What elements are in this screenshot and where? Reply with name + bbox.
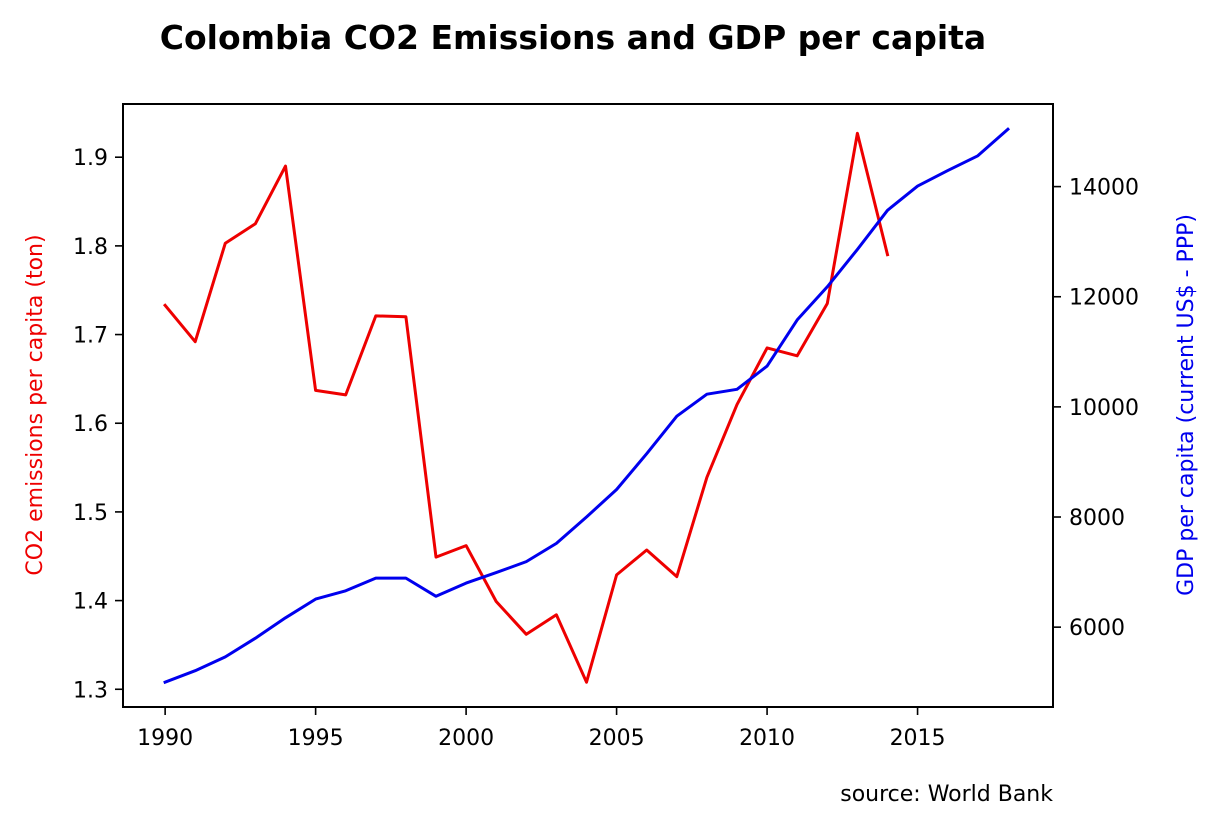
x-tick-label: 2015 (890, 726, 946, 751)
left-tick-label: 1.8 (73, 235, 108, 260)
left-y-axis: 1.3 1.4 1.5 1.6 1.7 1.8 1.9 (73, 146, 123, 703)
x-tick-label: 2010 (739, 726, 795, 751)
chart-title: Colombia CO2 Emissions and GDP per capit… (160, 18, 986, 57)
x-tick-label: 1990 (137, 726, 193, 751)
left-axis-label: CO2 emissions per capita (ton) (23, 234, 48, 575)
left-tick-label: 1.6 (73, 412, 108, 437)
left-tick-label: 1.3 (73, 678, 108, 703)
gdp-series-line (163, 127, 1011, 685)
right-tick-label: 6000 (1069, 616, 1125, 641)
co2-series-line (162, 131, 890, 684)
series-layer (162, 127, 1011, 685)
left-tick-label: 1.7 (73, 324, 108, 349)
source-note: source: World Bank (840, 782, 1053, 807)
right-tick-label: 10000 (1069, 396, 1139, 421)
x-tick-label: 1995 (288, 726, 344, 751)
plot-frame (122, 103, 1054, 708)
x-axis: 1990 1995 2000 2005 2010 2015 (137, 707, 946, 751)
left-tick-label: 1.4 (73, 590, 108, 615)
left-tick-label: 1.5 (73, 501, 108, 526)
left-tick-label: 1.9 (73, 146, 108, 171)
x-tick-label: 2005 (589, 726, 645, 751)
right-tick-label: 12000 (1069, 286, 1139, 311)
right-tick-label: 14000 (1069, 176, 1139, 201)
right-tick-label: 8000 (1069, 506, 1125, 531)
x-tick-label: 2000 (438, 726, 494, 751)
right-axis-label: GDP per capita (current US$ - PPP) (1174, 214, 1199, 596)
right-y-axis: 6000 8000 10000 12000 14000 (1053, 176, 1139, 641)
